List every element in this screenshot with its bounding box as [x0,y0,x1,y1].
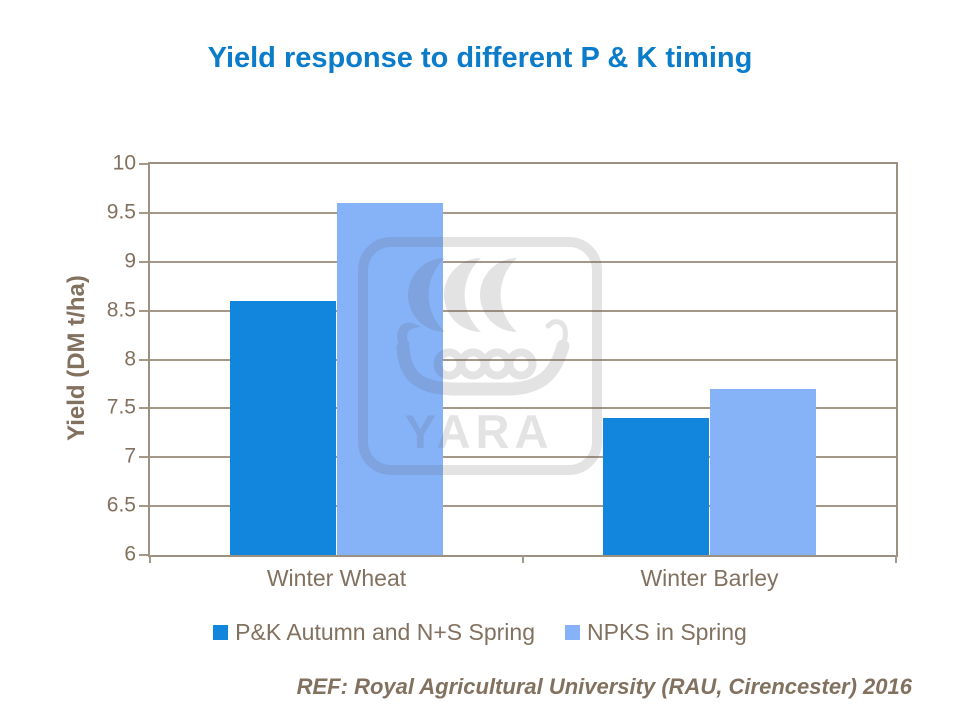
x-tick-mark-1 [522,555,524,563]
bar-winter-wheat-p-k-autumn-and-n-s-spring [230,300,337,555]
y-tick-mark-8 [139,358,148,361]
legend: P&K Autumn and N+S Spring NPKS in Spring [0,619,960,646]
gridline-y-8 [150,358,896,361]
gridline-y-7.5 [150,407,896,410]
gridline-y-9 [150,260,896,263]
y-tick-mark-6.5 [139,505,148,508]
y-tick-label-8: 8 [124,347,136,371]
legend-color-swatch [213,625,229,640]
y-tick-mark-8.5 [139,309,148,312]
y-axis-title: Yield (DM t/ha) [63,275,90,441]
y-tick-mark-7.5 [139,407,148,410]
y-tick-label-8.5: 8.5 [106,298,136,322]
bar-winter-barley-p-k-autumn-and-n-s-spring [603,418,710,555]
legend-item-npks-in-spring: NPKS in Spring [565,619,747,646]
reference-text: REF: Royal Agricultural University (RAU,… [296,674,912,699]
y-tick-label-6.5: 6.5 [106,493,136,517]
legend-color-swatch [565,625,580,640]
y-tick-label-9.5: 9.5 [106,200,136,224]
bar-winter-barley-npks-in-spring [709,388,816,555]
gridline-y-8.5 [150,309,896,312]
y-tick-mark-10 [139,163,148,165]
x-tick-mark-0 [149,555,151,563]
y-tick-mark-9.5 [139,211,148,214]
y-tick-label-10: 10 [112,151,136,175]
category-label-winter-barley: Winter Barley [640,565,779,591]
legend-label: P&K Autumn and N+S Spring [235,619,535,645]
y-tick-label-9: 9 [124,249,136,273]
x-tick-mark-2 [895,555,897,563]
y-tick-mark-9 [139,260,148,263]
plot-area: YARA 6 6.5 7 7.5 8 8.5 9 9.5 10 Winter Wheat Winte… [107,152,898,591]
y-tick-label-7.5: 7.5 [106,395,136,419]
y-tick-mark-7 [139,456,148,459]
y-tick-label-7: 7 [124,444,136,468]
legend-label: NPKS in Spring [587,619,747,645]
y-tick-mark-6 [139,554,148,556]
gridline-y-6.5 [150,505,896,508]
category-label-winter-wheat: Winter Wheat [266,565,407,591]
legend-item-p-k-autumn-and-n-s-spring: P&K Autumn and N+S Spring [213,619,535,646]
bar-winter-wheat-npks-in-spring [336,203,443,555]
chart-title: Yield response to different P & K timing [207,42,753,74]
gridline-y-7 [150,456,896,459]
gridline-y-9.5 [150,211,896,214]
y-tick-label-6: 6 [124,542,136,566]
